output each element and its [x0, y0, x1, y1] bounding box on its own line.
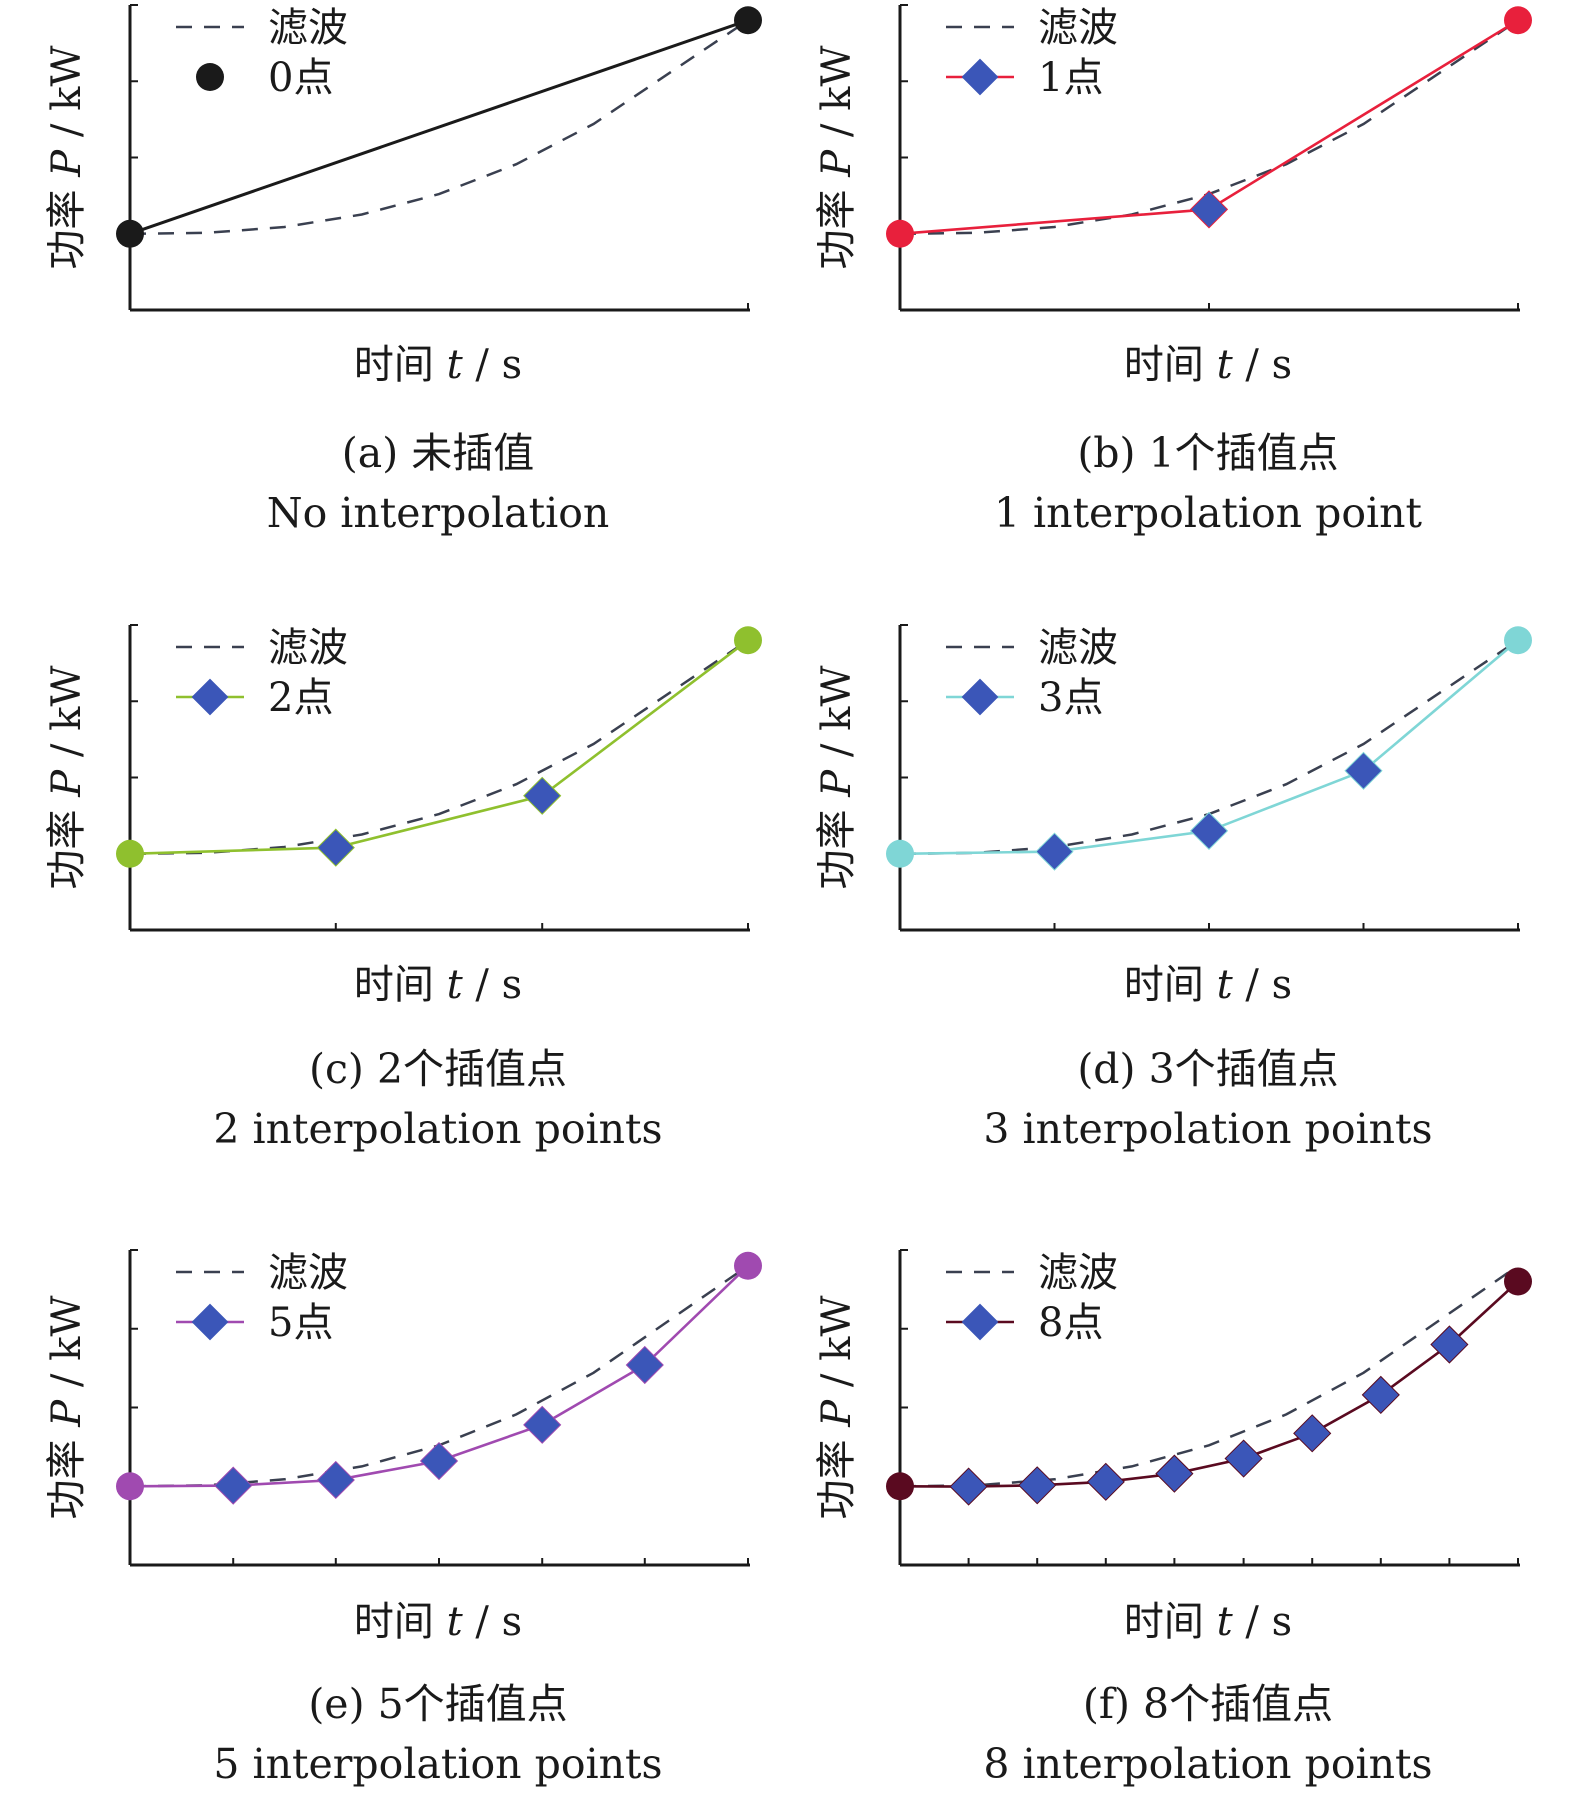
endpoint-marker [116, 1472, 144, 1501]
caption-cn: (f) 8个插值点 [1083, 1680, 1333, 1728]
legend-label-series: 1点 [1038, 55, 1103, 101]
legend-label-series: 2点 [268, 675, 333, 721]
diamond-marker [316, 1460, 355, 1500]
filtered-series-line [129, 639, 749, 856]
endpoint-marker [734, 6, 762, 35]
legend-label-series: 5点 [268, 1300, 333, 1346]
legend-diamond-sample [191, 678, 229, 716]
series-line [129, 18, 749, 236]
diamond-marker [214, 1466, 253, 1505]
x-axis-label: 时间 t / s [1124, 342, 1292, 388]
diamond-marker [1361, 1375, 1400, 1414]
diamond-marker [419, 1441, 459, 1481]
y-axis-label: 功率 P / kW [44, 666, 90, 890]
diamond-marker [1155, 1454, 1194, 1493]
x-axis-label: 时间 t / s [1124, 962, 1292, 1008]
series-line [129, 639, 749, 856]
diamond-marker [1293, 1414, 1332, 1453]
x-axis-label: 时间 t / s [354, 962, 522, 1008]
diamond-marker [1224, 1439, 1263, 1478]
diamond-marker [1086, 1462, 1125, 1501]
series-line [899, 1280, 1519, 1488]
legend-circle-sample [196, 63, 224, 91]
y-axis-label: 功率 P / kW [44, 1296, 90, 1520]
endpoint-marker [886, 1472, 914, 1501]
x-axis-label: 时间 t / s [354, 1599, 522, 1645]
legend-label-filtered: 滤波 [1038, 1250, 1118, 1296]
diamond-marker [1035, 832, 1074, 871]
diamond-marker [1189, 811, 1229, 850]
y-axis-label: 功率 P / kW [44, 46, 90, 270]
legend-label-filtered: 滤波 [268, 5, 348, 51]
legend-label-filtered: 滤波 [1038, 5, 1118, 51]
filtered-series-line [129, 19, 749, 236]
caption-en: 2 interpolation points [213, 1105, 662, 1153]
caption-en: 3 interpolation points [983, 1105, 1432, 1153]
diamond-marker [316, 828, 355, 867]
diamond-marker [1018, 1466, 1057, 1505]
y-axis-label: 功率 P / kW [814, 1296, 860, 1520]
caption-en: 1 interpolation point [994, 489, 1423, 537]
caption-cn: (b) 1个插值点 [1077, 429, 1338, 477]
endpoint-marker [116, 219, 144, 248]
endpoint-marker [734, 626, 762, 655]
diamond-marker [949, 1467, 988, 1506]
endpoint-marker [1504, 626, 1532, 655]
endpoint-marker [886, 839, 914, 868]
diamond-marker [523, 776, 562, 815]
endpoint-marker [1504, 1267, 1532, 1296]
legend-label-series: 0点 [268, 55, 333, 101]
legend-label-series: 3点 [1038, 675, 1103, 721]
legend-diamond-sample [961, 58, 999, 96]
legend-label-filtered: 滤波 [268, 1250, 348, 1296]
endpoint-marker [734, 1251, 762, 1280]
filtered-series-line [899, 1264, 1519, 1488]
diamond-marker [625, 1345, 664, 1385]
x-axis-label: 时间 t / s [354, 342, 522, 388]
diamond-marker [1189, 190, 1229, 229]
caption-en: 8 interpolation points [983, 1740, 1432, 1788]
legend-diamond-sample [191, 1303, 229, 1341]
legend-diamond-sample [961, 1303, 999, 1341]
endpoint-marker [116, 839, 144, 868]
caption-en: No interpolation [267, 489, 610, 537]
diamond-marker [523, 1405, 562, 1444]
caption-en: 5 interpolation points [213, 1740, 662, 1788]
caption-cn: (c) 2个插值点 [309, 1045, 567, 1093]
legend-label-series: 8点 [1038, 1300, 1103, 1346]
endpoint-marker [1504, 6, 1532, 35]
diamond-marker [1430, 1325, 1469, 1364]
endpoint-marker [886, 219, 914, 248]
legend-label-filtered: 滤波 [268, 625, 348, 671]
caption-cn: (e) 5个插值点 [308, 1680, 567, 1728]
diamond-marker [1344, 751, 1383, 790]
caption-cn: (d) 3个插值点 [1077, 1045, 1338, 1093]
y-axis-label: 功率 P / kW [814, 46, 860, 270]
x-axis-label: 时间 t / s [1124, 1599, 1292, 1645]
legend-diamond-sample [961, 678, 999, 716]
caption-cn: (a) 未插值 [342, 429, 534, 477]
legend-label-filtered: 滤波 [1038, 625, 1118, 671]
y-axis-label: 功率 P / kW [814, 666, 860, 890]
